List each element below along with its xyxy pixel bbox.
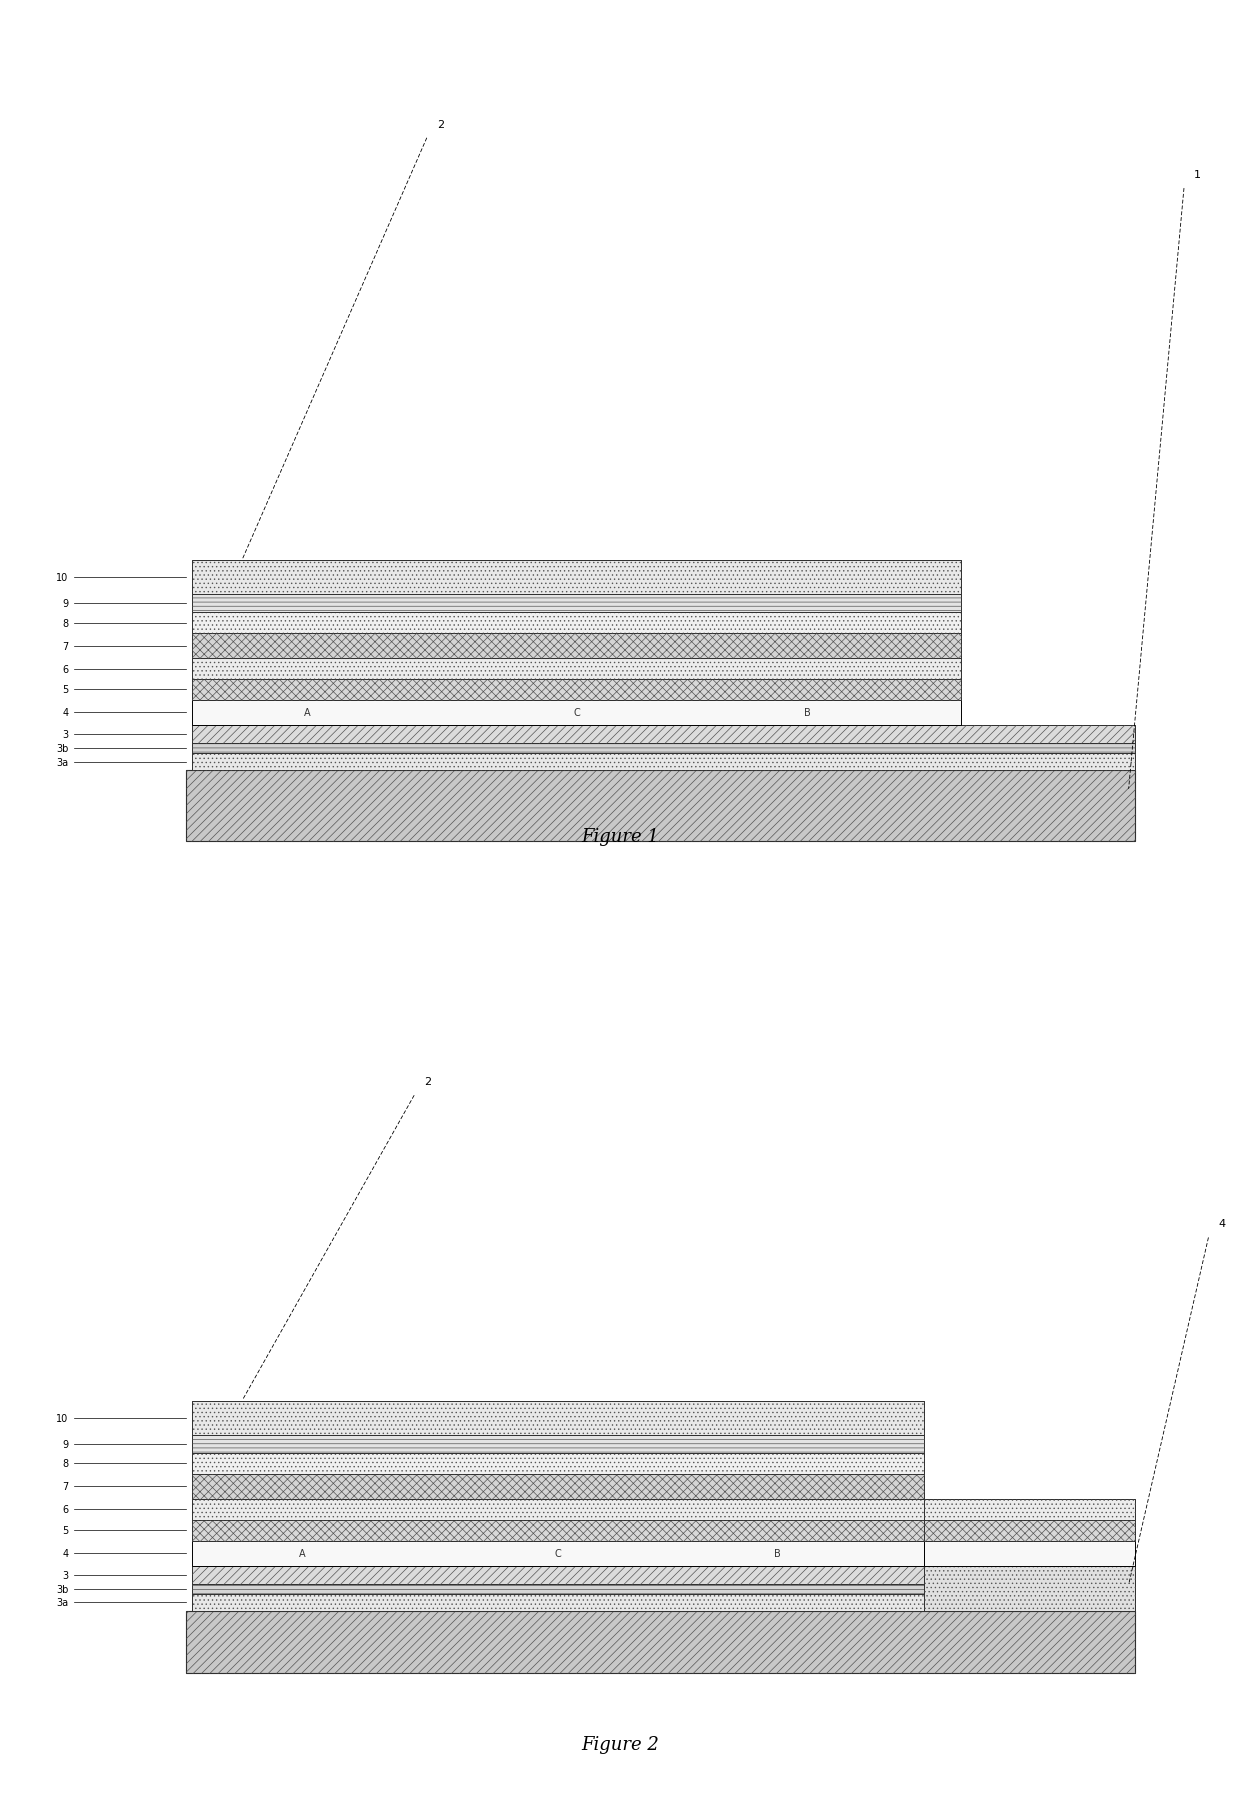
Text: 8: 8: [62, 1458, 68, 1469]
Polygon shape: [192, 561, 961, 595]
Polygon shape: [924, 1565, 1135, 1611]
Text: C: C: [573, 707, 580, 718]
Polygon shape: [924, 1498, 1135, 1520]
Text: 6: 6: [62, 664, 68, 675]
Polygon shape: [192, 1584, 1135, 1595]
Text: B: B: [774, 1549, 781, 1558]
Polygon shape: [192, 726, 1135, 744]
Polygon shape: [192, 1453, 924, 1475]
Text: 3b: 3b: [56, 744, 68, 755]
Text: Figure 2: Figure 2: [582, 1734, 658, 1752]
Text: 4: 4: [62, 1549, 68, 1558]
Text: 4: 4: [1219, 1219, 1226, 1228]
Text: A: A: [299, 1549, 305, 1558]
Polygon shape: [924, 1540, 1135, 1565]
Polygon shape: [924, 1520, 1135, 1540]
Text: 7: 7: [62, 642, 68, 651]
Text: 7: 7: [62, 1482, 68, 1491]
Polygon shape: [192, 744, 1135, 755]
Polygon shape: [192, 1565, 1135, 1584]
Text: 10: 10: [56, 1413, 68, 1422]
Polygon shape: [192, 680, 961, 700]
Polygon shape: [186, 771, 1135, 842]
Text: Figure 1: Figure 1: [582, 827, 658, 845]
Polygon shape: [192, 1435, 924, 1453]
Polygon shape: [192, 755, 1135, 771]
Polygon shape: [192, 1475, 924, 1498]
Text: 10: 10: [56, 573, 68, 582]
Text: 3: 3: [62, 1569, 68, 1580]
Polygon shape: [192, 1540, 924, 1565]
Text: 9: 9: [62, 599, 68, 610]
Text: 8: 8: [62, 619, 68, 628]
Text: 2: 2: [436, 120, 444, 131]
Text: 1: 1: [1194, 171, 1202, 180]
Polygon shape: [192, 1595, 1135, 1611]
Polygon shape: [192, 1402, 924, 1435]
Polygon shape: [192, 1498, 924, 1520]
Text: 3b: 3b: [56, 1584, 68, 1595]
Polygon shape: [192, 700, 961, 726]
Polygon shape: [192, 658, 961, 680]
Text: 9: 9: [62, 1439, 68, 1449]
Text: 5: 5: [62, 686, 68, 695]
Polygon shape: [186, 1611, 1135, 1673]
Polygon shape: [192, 633, 961, 658]
Text: 3: 3: [62, 729, 68, 740]
Text: 3a: 3a: [56, 1598, 68, 1607]
Text: A: A: [304, 707, 311, 718]
Text: 2: 2: [424, 1078, 432, 1087]
Text: 3a: 3a: [56, 756, 68, 767]
Text: 6: 6: [62, 1504, 68, 1515]
Polygon shape: [192, 1520, 924, 1540]
Text: B: B: [804, 707, 811, 718]
Text: C: C: [554, 1549, 562, 1558]
Text: 5: 5: [62, 1526, 68, 1535]
Text: 4: 4: [62, 707, 68, 718]
Polygon shape: [192, 613, 961, 633]
Polygon shape: [192, 595, 961, 613]
